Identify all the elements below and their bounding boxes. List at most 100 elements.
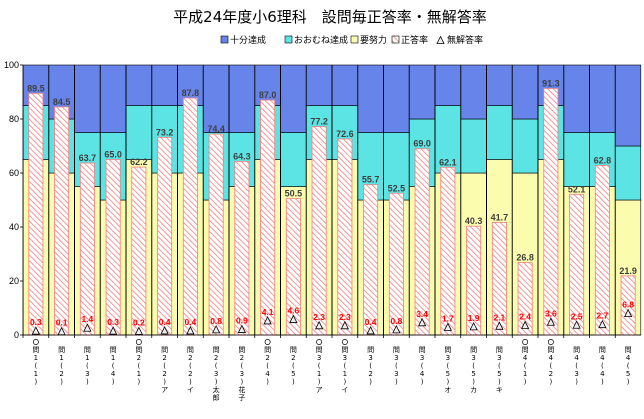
x-tick-label-char: 3 [85,370,89,378]
x-tick-label-char: ( [550,362,553,370]
x-tick-label-char: 4 [549,354,554,362]
correct-rate-bar [388,192,404,336]
x-tick-label: 問2(5) [290,346,297,386]
x-tick-label: 問3(5)カ [470,346,477,394]
x-tick-label: 問2(3)太郎 [213,346,220,402]
full-band [228,64,255,133]
noanswer-marker [314,320,324,330]
legend-swatch-effort [350,35,359,44]
x-tick-label: 問1(1) [32,346,39,386]
noanswer-marker [134,326,144,335]
x-tick-label-char: 2 [162,370,166,378]
correct-rate-label: 40.3 [465,216,483,226]
x-tick-label-char: ) [575,378,578,386]
noanswer-label: 0.1 [56,318,68,328]
x-tick-label-char: 5 [291,370,295,378]
correct-rate-bar [131,166,147,336]
x-tick-label-char: ( [369,362,372,370]
correct-rate-label: 21.9 [619,266,637,276]
full-band [357,64,384,133]
correct-rate-label: 64.3 [233,151,251,161]
x-tick-label-char: 問 [470,346,477,354]
x-tick-label-char: 3 [394,370,398,378]
x-tick-label-char: 3 [471,354,475,362]
correct-rate-label: 52.1 [568,184,586,194]
x-tick-label-char: 1 [59,354,63,362]
noanswer-marker [31,326,41,335]
x-tick-label-char: 1 [137,370,141,378]
mostly-band [615,145,642,201]
x-tick-label-char: ) [421,378,424,386]
x-tick-label: 問3(1)イ [341,346,348,394]
x-tick-label-char: カ [470,386,477,394]
x-tick-label-char: 5 [446,370,450,378]
correct-rate-label: 74.4 [207,124,225,134]
x-tick-label-char: ( [215,362,218,370]
x-tick-label-char: ( [241,362,244,370]
correct-rate-bar [208,133,224,336]
x-tick-label-char: 問 [161,346,168,354]
noanswer-marker [392,324,401,334]
legend-swatch-correct [391,35,400,44]
mostly-band [486,105,513,160]
correct-rate-label: 26.8 [516,253,534,263]
x-tick-label-char: 2 [59,370,63,378]
x-tick-label-char: 2 [291,354,295,362]
y-tick-label: 100 [4,60,19,70]
x-tick-label-char: 2 [188,370,192,378]
noanswer-label: 0.4 [365,317,377,327]
noanswer-label: 0.4 [159,317,171,327]
x-tick-label: 問4(4) [599,346,606,386]
x-tick-label-char: 問 [573,346,580,354]
noanswer-label: 2.3 [339,312,351,322]
correct-rate-label: 87.8 [182,88,200,98]
data-labels: 89.5 0.3 84.5 0.1 63.7 1.4 65.0 0.3 62.2 0.2 73.2 0… [27,78,637,327]
x-tick-label-char: ) [472,378,475,386]
x-tick-label-char: 2 [188,354,192,362]
x-tick-label-char: ( [112,362,115,370]
x-tick-label-char: ( [601,362,604,370]
x-tick-label-char: 3 [368,354,372,362]
x-tick-label-char: ) [627,378,630,386]
x-tick-label: 問2(3)花子 [238,346,245,402]
x-tick-label-char: ( [292,362,295,370]
full-band [280,64,307,133]
x-tick-label-char: 問 [419,346,426,354]
x-axis: 問1(1)問1(2)問1(3)問1(4)問2(1)問2(2)ア問2(2)イ問2(… [22,334,641,402]
x-tick-label: 問3(2) [367,346,374,386]
x-tick-label-char: 3 [420,354,424,362]
noanswer-marker [108,326,118,335]
correct-rate-label: 62.2 [130,157,148,167]
x-tick-label-char: 問 [58,346,65,354]
x-tick-label-char: ) [138,378,141,386]
noanswer-label: 0.9 [236,316,248,326]
x-tick-label: 問2(2)ア [161,346,168,394]
noanswer-label: 0.8 [390,316,402,326]
x-tick-label-char: 3 [317,354,321,362]
x-tick-label-char: 問 [444,346,451,354]
correct-rate-label: 62.8 [594,155,612,165]
full-band [434,64,461,106]
correct-rate-label: 84.5 [53,97,71,107]
important-item-mark [135,339,142,345]
legend-label-mostly: おおむね達成 [294,34,348,46]
noanswer-marker [366,326,375,335]
x-tick-label: 問3(5)オ [444,346,451,394]
x-tick-label-char: ( [35,362,38,370]
correct-rate-bar [234,160,250,336]
mostly-band [125,105,152,160]
full-band [409,64,436,120]
x-tick-label: 問4(2) [547,346,554,386]
x-tick-label-char: 4 [574,354,579,362]
y-tick-label: 60 [9,168,19,178]
full-band [563,64,590,133]
correct-rate-label: 52.5 [388,183,406,193]
x-tick-label-char: 問 [84,346,91,354]
x-tick-label-char: 問 [341,346,348,354]
mostly-band [563,132,590,187]
x-tick-label-char: 4 [420,370,425,378]
noanswer-marker [289,314,298,323]
legend: 十分達成 おおむね達成 要努力 正答率 無解答率 [220,34,483,46]
correct-rate-label: 72.6 [336,129,354,139]
noanswer-marker [211,324,221,334]
